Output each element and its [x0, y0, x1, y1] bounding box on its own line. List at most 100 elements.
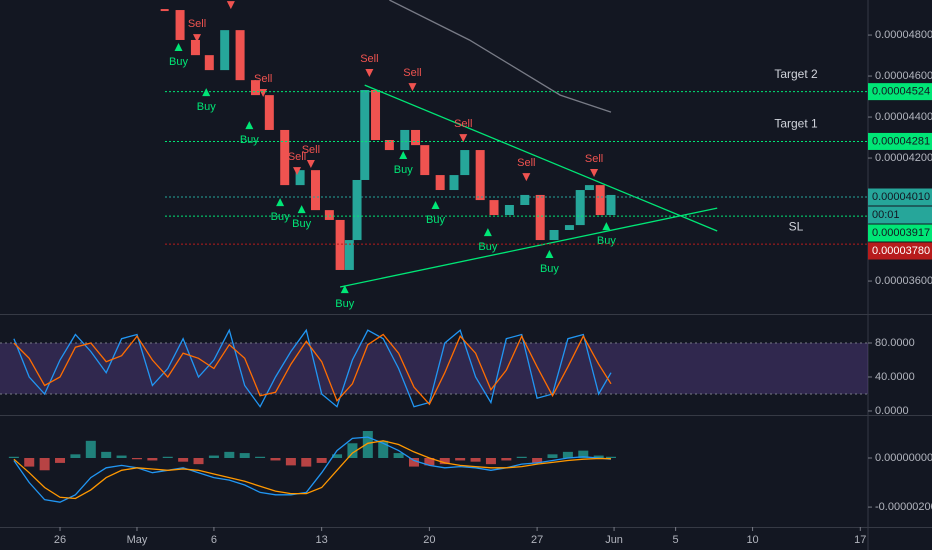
- signal-label: Buy: [597, 235, 616, 247]
- histogram-bar: [239, 453, 250, 459]
- candle: [460, 150, 470, 176]
- level-name: Target 2: [774, 67, 818, 81]
- y-tick-label: -0.00000200: [875, 501, 932, 513]
- histogram-bar: [578, 450, 589, 459]
- x-tick-label: May: [127, 534, 148, 546]
- candle: [489, 200, 499, 216]
- candle: [280, 129, 290, 186]
- price-box: [868, 224, 932, 242]
- histogram-bar: [85, 440, 96, 459]
- candle: [235, 30, 245, 81]
- price-box: [868, 242, 932, 260]
- x-tick-label: 5: [673, 534, 679, 546]
- signal-label: Sell: [403, 67, 421, 79]
- candle: [190, 39, 200, 56]
- signal-label: Buy: [426, 214, 445, 226]
- candle: [175, 10, 185, 40]
- candle: [204, 55, 214, 71]
- signal-marker: [245, 121, 254, 130]
- histogram-bar: [470, 458, 481, 462]
- x-tick-label: 27: [531, 534, 543, 546]
- histogram-bar: [362, 431, 373, 459]
- signal-label: Sell: [454, 118, 472, 130]
- level-name: Target 1: [774, 117, 818, 131]
- series-line: [339, 207, 718, 288]
- signal-label: Sell: [188, 18, 206, 30]
- x-tick-label: Jun: [605, 534, 623, 546]
- candle: [475, 150, 485, 201]
- signal-label: Buy: [540, 263, 559, 275]
- histogram-bar: [593, 455, 604, 459]
- candle: [449, 175, 459, 191]
- price-box-label: 00:01: [872, 209, 900, 221]
- signal-label: Sell: [254, 73, 272, 85]
- y-tick-label: 0.00004800: [875, 29, 932, 41]
- signal-label: Buy: [394, 164, 413, 176]
- candle: [384, 140, 394, 151]
- histogram-bar: [316, 458, 327, 463]
- histogram-bar: [39, 458, 50, 471]
- candle: [575, 190, 585, 226]
- candle: [324, 210, 334, 220]
- candle: [595, 185, 605, 216]
- price-box-label: 0.00003917: [872, 227, 930, 239]
- histogram-bar: [562, 451, 573, 459]
- signal-marker: [340, 285, 349, 294]
- histogram-bar: [131, 458, 142, 460]
- x-tick-label: 13: [316, 534, 328, 546]
- histogram-bar: [332, 454, 343, 459]
- signal-marker: [174, 42, 183, 51]
- candle: [250, 80, 260, 96]
- signal-label: Sell: [302, 144, 320, 156]
- histogram-bar: [116, 455, 127, 459]
- signal-marker: [522, 173, 531, 182]
- price-box-label: 0.00004281: [872, 135, 930, 147]
- candle: [435, 175, 445, 191]
- price-box-label: 0.00003780: [872, 245, 930, 257]
- price-box: [868, 132, 932, 150]
- histogram-bar: [485, 458, 496, 465]
- price-box-label: 0.00004010: [872, 191, 930, 203]
- candle: [535, 194, 545, 241]
- signal-marker: [297, 205, 306, 214]
- histogram-bar: [24, 458, 35, 467]
- histogram-bar: [501, 458, 512, 461]
- series-line: [364, 84, 718, 232]
- histogram-bar: [224, 451, 235, 459]
- candle: [264, 95, 274, 130]
- y-tick-label: 0.0000: [875, 405, 909, 417]
- series-line: [389, 0, 612, 113]
- y-tick-label: 40.0000: [875, 371, 915, 383]
- signal-label: Buy: [197, 101, 216, 113]
- signal-marker: [483, 228, 492, 237]
- y-tick-label: 0.00004600: [875, 70, 932, 82]
- histogram-bar: [532, 458, 543, 463]
- candle: [564, 225, 574, 231]
- x-tick-label: 10: [746, 534, 758, 546]
- candle: [335, 219, 345, 270]
- histogram-bar: [378, 440, 389, 459]
- candle: [420, 145, 430, 176]
- y-tick-label: 0.00004400: [875, 111, 932, 123]
- candle: [344, 240, 354, 270]
- candle: [411, 129, 421, 146]
- series-line: [13, 436, 612, 503]
- candle: [584, 185, 594, 191]
- candle: [549, 230, 559, 241]
- price-box: [868, 206, 932, 224]
- price-box: [868, 188, 932, 206]
- series-line: [13, 328, 612, 408]
- signal-marker: [431, 201, 440, 210]
- x-tick-label: 26: [54, 534, 66, 546]
- price-box-label: 0.00004524: [872, 86, 930, 98]
- signal-label: Buy: [292, 218, 311, 230]
- histogram-bar: [439, 458, 450, 465]
- histogram-bar: [255, 456, 266, 459]
- signal-label: Buy: [478, 241, 497, 253]
- signal-marker: [459, 134, 468, 143]
- histogram-bar: [424, 458, 435, 466]
- histogram-bar: [605, 456, 616, 459]
- signal-label: Buy: [240, 134, 259, 146]
- x-tick-label: 20: [423, 534, 435, 546]
- histogram-bar: [162, 456, 173, 459]
